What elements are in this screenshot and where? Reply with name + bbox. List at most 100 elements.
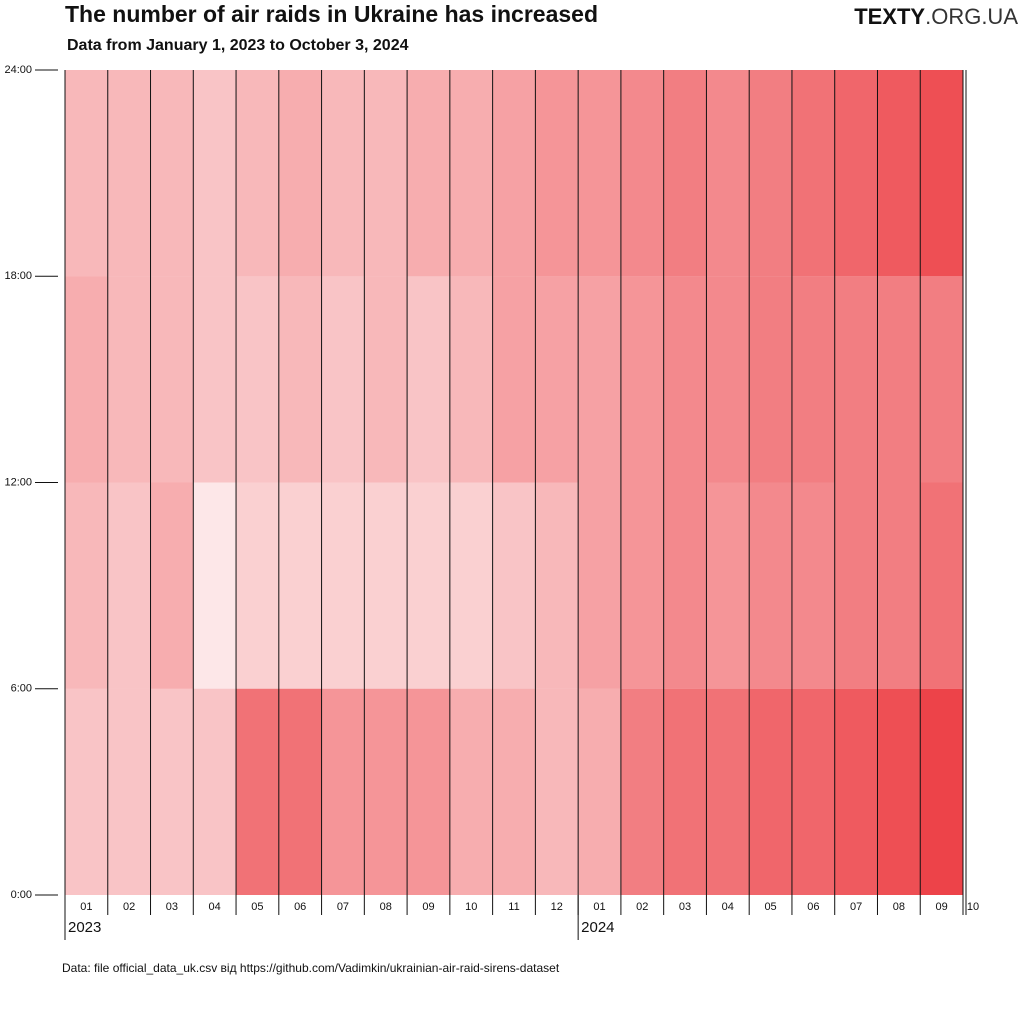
heat-cell xyxy=(321,70,365,277)
heat-cell xyxy=(920,70,963,277)
heat-cell xyxy=(407,482,450,689)
heat-cell xyxy=(449,482,493,689)
heat-cell xyxy=(492,688,536,895)
logo-light: .ORG.UA xyxy=(925,4,1018,29)
chart-title: The number of air raids in Ukraine has i… xyxy=(65,1,598,27)
x-tick-label: 10 xyxy=(465,901,477,913)
heat-cell xyxy=(877,688,921,895)
y-tick-label: 18:00 xyxy=(4,270,32,282)
source-note: Data: file official_data_uk.csv від http… xyxy=(62,961,560,975)
heat-cell xyxy=(791,276,835,483)
heat-cell xyxy=(578,482,621,689)
heat-cell xyxy=(364,688,408,895)
heat-cell xyxy=(193,482,237,689)
heat-cell xyxy=(321,688,365,895)
heat-cell xyxy=(407,688,450,895)
heat-cell xyxy=(236,276,279,483)
heat-cell xyxy=(535,70,579,277)
x-tick-label: 07 xyxy=(850,901,862,913)
logo-bold: TEXTY xyxy=(854,4,925,29)
heat-cell xyxy=(663,688,707,895)
heat-cell xyxy=(791,482,835,689)
heat-cell xyxy=(107,70,151,277)
heat-cell xyxy=(535,276,579,483)
y-tick-label: 6:00 xyxy=(11,683,32,695)
heat-cell xyxy=(620,70,664,277)
heat-cell xyxy=(920,482,963,689)
heat-cell xyxy=(492,482,536,689)
x-tick-label: 03 xyxy=(679,901,691,913)
heat-cell xyxy=(321,276,365,483)
heat-cell xyxy=(834,688,878,895)
x-tick-label: 07 xyxy=(337,901,349,913)
heat-cell xyxy=(791,70,835,277)
y-tick-label: 24:00 xyxy=(4,64,32,76)
x-tick-label: 05 xyxy=(764,901,776,913)
heat-cell xyxy=(663,70,707,277)
heat-cell xyxy=(877,70,921,277)
heat-cell xyxy=(535,482,579,689)
heat-cell xyxy=(578,70,621,277)
heat-cell xyxy=(663,276,707,483)
heat-cell xyxy=(877,482,921,689)
x-tick-label: 11 xyxy=(508,901,519,913)
x-tick-label: 04 xyxy=(722,901,734,913)
heat-cell xyxy=(278,482,322,689)
heat-cell xyxy=(107,276,151,483)
x-tick-label: 12 xyxy=(551,901,563,913)
heat-cell xyxy=(834,276,878,483)
heat-cell xyxy=(749,482,792,689)
heat-cell xyxy=(663,482,707,689)
heat-cell xyxy=(620,482,664,689)
x-tick-label: 10 xyxy=(967,901,979,913)
heat-cell xyxy=(150,70,194,277)
heat-cell xyxy=(706,688,750,895)
heat-cell xyxy=(620,688,664,895)
heat-cell xyxy=(706,276,750,483)
heat-cell xyxy=(193,688,237,895)
heat-cell xyxy=(834,482,878,689)
heat-cell xyxy=(407,276,450,483)
x-tick-label: 08 xyxy=(380,901,392,913)
y-tick-label: 12:00 xyxy=(4,476,32,488)
heat-cell xyxy=(364,70,408,277)
heat-cell xyxy=(107,482,151,689)
heat-cell xyxy=(749,276,792,483)
year-label: 2023 xyxy=(68,919,101,936)
heat-cell xyxy=(449,688,493,895)
heat-cell xyxy=(65,276,108,483)
heat-cell xyxy=(150,482,194,689)
x-tick-label: 06 xyxy=(807,901,819,913)
heat-cell xyxy=(236,482,279,689)
heat-cell xyxy=(449,70,493,277)
heat-cell xyxy=(150,276,194,483)
chart-subtitle: Data from January 1, 2023 to October 3, … xyxy=(67,37,409,54)
heat-cell xyxy=(449,276,493,483)
heat-cell xyxy=(535,688,579,895)
heat-cell xyxy=(364,482,408,689)
heat-cell xyxy=(706,482,750,689)
x-tick-label: 09 xyxy=(935,901,947,913)
heat-cell xyxy=(107,688,151,895)
heat-cell xyxy=(278,276,322,483)
heat-cell xyxy=(877,276,921,483)
heat-cell xyxy=(65,688,108,895)
heat-cell xyxy=(65,70,108,277)
heat-cell xyxy=(920,688,963,895)
x-tick-label: 02 xyxy=(123,901,135,913)
x-tick-label: 06 xyxy=(294,901,306,913)
x-tick-label: 01 xyxy=(593,901,605,913)
x-tick-label: 03 xyxy=(166,901,178,913)
heat-cell xyxy=(920,276,963,483)
heat-cell xyxy=(150,688,194,895)
year-label: 2024 xyxy=(581,919,614,936)
heat-cell xyxy=(749,70,792,277)
heat-cell xyxy=(236,70,279,277)
heat-cell xyxy=(321,482,365,689)
heat-cell xyxy=(578,688,621,895)
heat-cell xyxy=(193,276,237,483)
heat-cell xyxy=(578,276,621,483)
x-tick-label: 01 xyxy=(80,901,92,913)
x-tick-label: 02 xyxy=(636,901,648,913)
